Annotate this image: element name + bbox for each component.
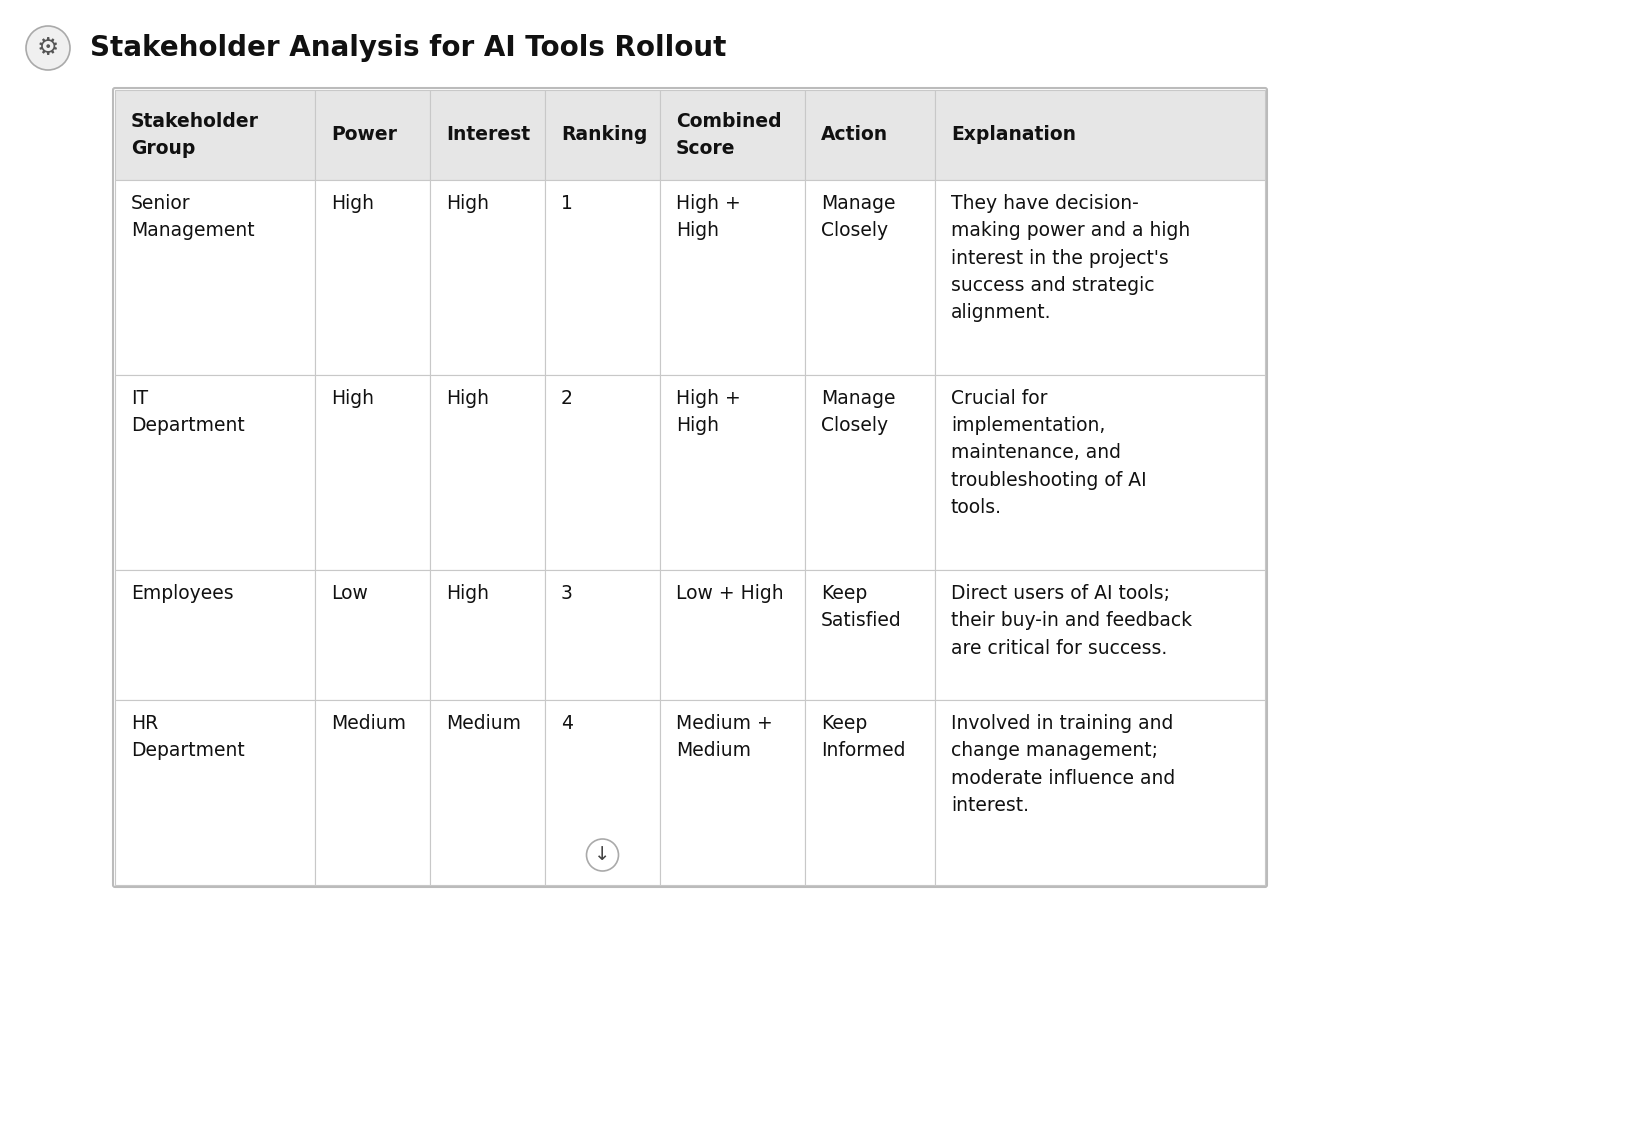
Bar xyxy=(315,375,430,570)
Text: Power: Power xyxy=(332,126,397,145)
Bar xyxy=(660,180,806,375)
Bar xyxy=(935,375,1265,570)
Text: High: High xyxy=(332,389,374,408)
Bar xyxy=(806,570,935,700)
Text: Keep
Satisfied: Keep Satisfied xyxy=(820,584,902,631)
Text: Interest: Interest xyxy=(446,126,529,145)
Bar xyxy=(430,570,546,700)
Bar xyxy=(430,180,546,375)
Bar xyxy=(806,375,935,570)
Bar xyxy=(430,90,546,180)
Circle shape xyxy=(26,26,70,70)
Bar xyxy=(660,570,806,700)
Text: Stakeholder
Group: Stakeholder Group xyxy=(131,112,260,158)
Text: High: High xyxy=(446,584,489,602)
Bar xyxy=(806,180,935,375)
Text: Medium: Medium xyxy=(332,714,405,733)
Bar xyxy=(660,375,806,570)
Text: High +
High: High + High xyxy=(676,389,740,435)
Text: Senior
Management: Senior Management xyxy=(131,194,255,241)
Bar xyxy=(546,180,660,375)
Bar xyxy=(935,570,1265,700)
Text: 3: 3 xyxy=(560,584,574,602)
Bar xyxy=(114,90,315,180)
Text: Employees: Employees xyxy=(131,584,234,602)
Bar xyxy=(315,570,430,700)
Text: Involved in training and
change management;
moderate influence and
interest.: Involved in training and change manageme… xyxy=(951,714,1175,815)
Bar xyxy=(660,700,806,885)
Bar xyxy=(430,375,546,570)
Text: Direct users of AI tools;
their buy-in and feedback
are critical for success.: Direct users of AI tools; their buy-in a… xyxy=(951,584,1193,658)
Bar xyxy=(546,570,660,700)
Circle shape xyxy=(587,839,619,871)
Text: Low + High: Low + High xyxy=(676,584,784,602)
Text: IT
Department: IT Department xyxy=(131,389,245,435)
Text: Combined
Score: Combined Score xyxy=(676,112,781,158)
Text: Keep
Informed: Keep Informed xyxy=(820,714,905,760)
Text: ↓: ↓ xyxy=(595,845,611,864)
Text: High: High xyxy=(446,194,489,214)
Bar xyxy=(806,700,935,885)
Bar xyxy=(935,700,1265,885)
Bar xyxy=(114,180,315,375)
Text: 2: 2 xyxy=(560,389,574,408)
Text: Low: Low xyxy=(332,584,368,602)
Text: Medium +
Medium: Medium + Medium xyxy=(676,714,773,760)
Text: Explanation: Explanation xyxy=(951,126,1077,145)
Bar xyxy=(546,90,660,180)
Bar xyxy=(114,570,315,700)
Text: Manage
Closely: Manage Closely xyxy=(820,194,895,241)
Text: High: High xyxy=(332,194,374,214)
Bar xyxy=(806,90,935,180)
Bar xyxy=(546,375,660,570)
Bar xyxy=(546,700,660,885)
Text: Action: Action xyxy=(820,126,889,145)
Text: High: High xyxy=(446,389,489,408)
Bar xyxy=(315,90,430,180)
Text: Stakeholder Analysis for AI Tools Rollout: Stakeholder Analysis for AI Tools Rollou… xyxy=(90,34,727,62)
Bar xyxy=(935,180,1265,375)
Bar xyxy=(315,180,430,375)
Bar xyxy=(430,700,546,885)
Text: Medium: Medium xyxy=(446,714,521,733)
Bar xyxy=(114,375,315,570)
Text: 4: 4 xyxy=(560,714,574,733)
Text: ⚙: ⚙ xyxy=(38,36,59,60)
Text: Ranking: Ranking xyxy=(560,126,647,145)
Text: High +
High: High + High xyxy=(676,194,740,241)
Text: Crucial for
implementation,
maintenance, and
troubleshooting of AI
tools.: Crucial for implementation, maintenance,… xyxy=(951,389,1147,517)
Bar xyxy=(114,700,315,885)
Text: 1: 1 xyxy=(560,194,574,214)
Bar xyxy=(660,90,806,180)
Text: HR
Department: HR Department xyxy=(131,714,245,760)
Bar xyxy=(315,700,430,885)
Text: They have decision-
making power and a high
interest in the project's
success an: They have decision- making power and a h… xyxy=(951,194,1190,321)
Text: Manage
Closely: Manage Closely xyxy=(820,389,895,435)
Bar xyxy=(935,90,1265,180)
